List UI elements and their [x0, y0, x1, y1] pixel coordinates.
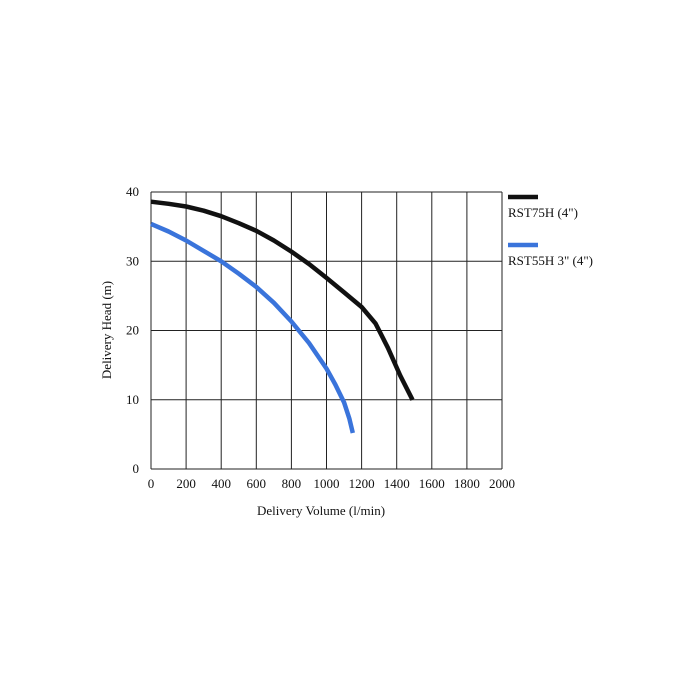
x-tick-label: 1600 [419, 476, 445, 491]
x-tick-label: 1800 [454, 476, 480, 491]
x-tick-label: 0 [148, 476, 155, 491]
x-tick-label: 400 [211, 476, 231, 491]
legend: RST75H (4") RST55H 3" (4") [508, 194, 593, 268]
series-line-1 [150, 221, 355, 434]
x-tick-label: 1000 [314, 476, 340, 491]
series-line-0 [150, 199, 415, 401]
x-tick-label: 200 [176, 476, 196, 491]
x-axis-label: Delivery Volume (l/min) [257, 503, 385, 518]
y-tick-label: 10 [126, 392, 139, 407]
y-tick-label: 30 [126, 253, 139, 268]
x-tick-labels: 0 200 400 600 800 1000 1200 1400 1600 1800 2000 [148, 476, 515, 491]
x-tick-label: 1400 [384, 476, 410, 491]
series-lines [150, 199, 415, 434]
y-tick-label: 40 [126, 184, 139, 199]
y-tick-labels: 0 10 20 30 40 [126, 184, 139, 476]
x-tick-label: 600 [247, 476, 267, 491]
legend-label: RST75H (4") [508, 205, 578, 220]
legend-label: RST55H 3" (4") [508, 253, 593, 268]
x-tick-label: 2000 [489, 476, 515, 491]
x-tick-label: 1200 [349, 476, 375, 491]
y-tick-label: 0 [133, 461, 140, 476]
grid [150, 191, 503, 470]
y-axis-label: Delivery Head (m) [99, 281, 114, 379]
x-tick-label: 800 [282, 476, 302, 491]
y-tick-label: 20 [126, 323, 139, 338]
